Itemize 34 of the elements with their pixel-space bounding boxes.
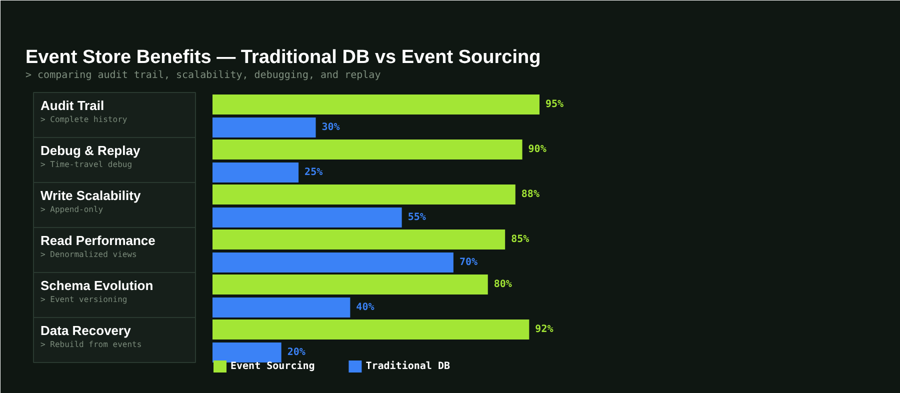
- data-label: 20%: [287, 347, 306, 358]
- bar: [212, 342, 282, 362]
- bar: [212, 140, 522, 160]
- legend-label: Traditional DB: [366, 360, 450, 372]
- data-label: 88%: [521, 189, 540, 200]
- bar: [212, 184, 516, 204]
- bar: [212, 252, 454, 272]
- y-tick-label: Data Recovery > Rebuild from events: [40, 323, 142, 349]
- legend-label: Event Sourcing: [230, 360, 315, 372]
- data-label: 55%: [408, 212, 426, 223]
- y-tick-label: Audit Trail > Complete history: [40, 98, 128, 124]
- bar: [212, 230, 506, 250]
- bar: [212, 320, 530, 340]
- data-label: 25%: [304, 167, 323, 178]
- y-tick-label: Debug & Replay > Time-travel debug: [40, 143, 141, 169]
- data-label: 30%: [322, 122, 340, 133]
- data-label: 95%: [546, 99, 564, 110]
- bar: [212, 274, 488, 294]
- bar: [212, 118, 316, 138]
- bar: [212, 298, 350, 318]
- data-label: 85%: [511, 234, 530, 245]
- data-label: 40%: [356, 302, 374, 313]
- y-tick-label: Write Scalability > Append-only: [40, 188, 142, 214]
- y-tick-label: Read Performance > Denormalized views: [40, 233, 156, 259]
- y-tick-label: Schema Evolution > Event versioning: [40, 278, 154, 304]
- bar: [212, 94, 540, 114]
- data-label: 90%: [528, 144, 546, 155]
- bar: [212, 208, 402, 228]
- bar: [212, 162, 299, 182]
- chart-subtitle: > comparing audit trail, scalability, debugging, and replay: [26, 70, 381, 81]
- chart-title: Event Store Benefits — Traditional DB vs Event Sourcing: [26, 47, 541, 68]
- data-label: 70%: [459, 257, 478, 268]
- data-label: 92%: [535, 324, 554, 335]
- data-label: 80%: [494, 279, 512, 290]
